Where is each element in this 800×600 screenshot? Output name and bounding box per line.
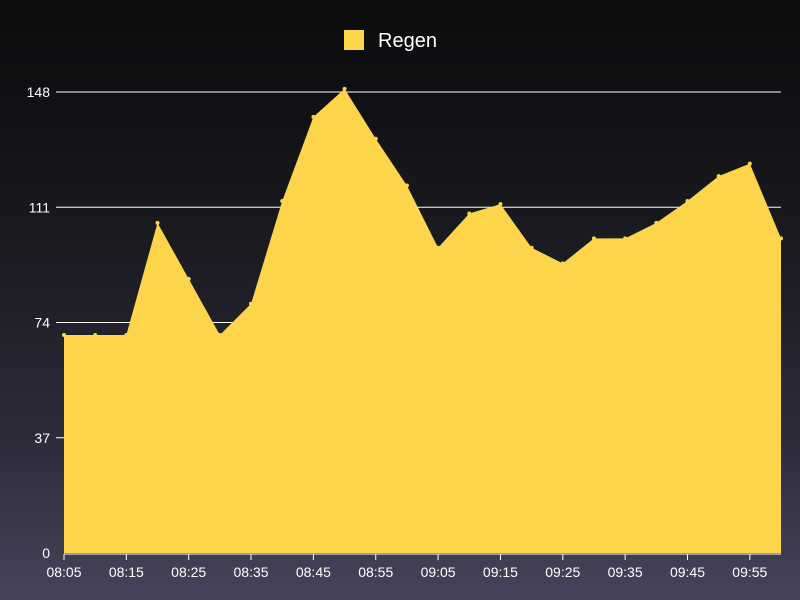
x-tick-label: 08:55: [358, 564, 393, 580]
x-tick-label: 08:05: [46, 564, 81, 580]
data-point: [591, 236, 596, 241]
data-point: [779, 236, 783, 241]
data-point: [186, 276, 191, 281]
data-point: [529, 245, 534, 250]
x-tick-label: 08:25: [171, 564, 206, 580]
x-tick-label: 09:15: [483, 564, 518, 580]
data-point: [747, 161, 752, 166]
data-point: [155, 220, 160, 225]
plot-area: [62, 86, 783, 553]
data-point: [249, 301, 254, 306]
data-point: [654, 220, 659, 225]
data-point: [498, 202, 503, 207]
data-point: [124, 332, 129, 337]
x-tick-label: 09:55: [732, 564, 767, 580]
data-point: [93, 332, 98, 337]
y-tick-label: 148: [27, 84, 51, 100]
x-tick-label: 08:35: [234, 564, 269, 580]
y-tick-label: 111: [29, 199, 50, 215]
x-tick-label: 08:15: [109, 564, 144, 580]
data-point: [560, 261, 565, 266]
axes: 0 37 74 111 148 08:05 08:15 08:25 08:35 08:45 08:5…: [27, 84, 781, 580]
data-point: [62, 332, 66, 337]
data-point: [217, 332, 222, 337]
data-point: [342, 86, 347, 91]
data-point: [685, 199, 690, 204]
y-tick-label: 74: [34, 315, 50, 331]
data-point: [373, 136, 378, 141]
data-point: [404, 183, 409, 188]
data-point: [311, 114, 316, 119]
legend-label: Regen: [378, 30, 437, 52]
legend-swatch: [344, 30, 364, 50]
data-point: [623, 236, 628, 241]
series-area-regen: [64, 88, 781, 553]
x-tick-label: 09:05: [421, 564, 456, 580]
x-tick-label: 09:45: [670, 564, 705, 580]
data-point: [280, 199, 285, 204]
x-tick-label: 09:35: [608, 564, 643, 580]
x-tick-label: 09:25: [545, 564, 580, 580]
data-point: [467, 211, 472, 216]
legend: Regen: [344, 30, 437, 52]
data-point: [436, 245, 441, 250]
y-tick-label: 37: [34, 430, 50, 446]
y-tick-label: 0: [42, 545, 50, 561]
data-point: [716, 174, 721, 179]
x-tick-label: 08:45: [296, 564, 331, 580]
